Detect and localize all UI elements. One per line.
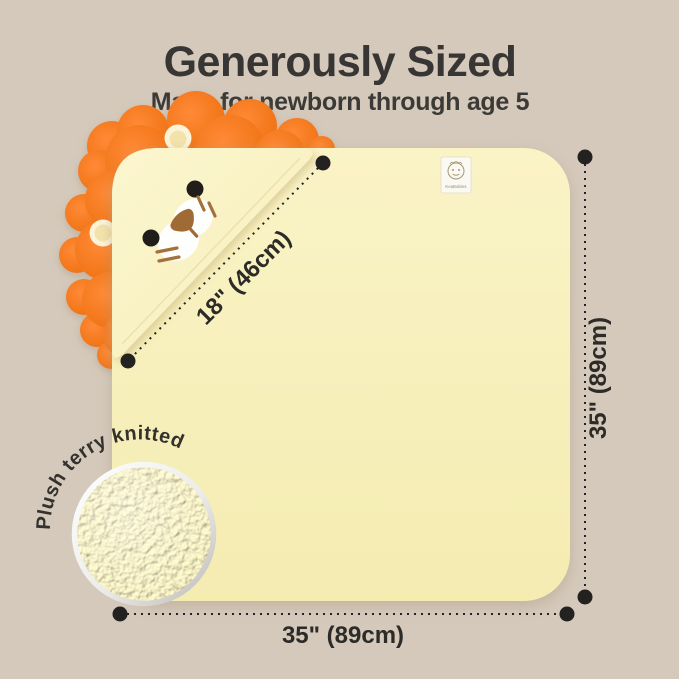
dimension-label-height: 35" (89cm)	[585, 317, 612, 439]
dimension-endpoint-dot	[577, 589, 593, 605]
dimension-label-width: 35" (89cm)	[282, 622, 404, 649]
dimension-endpoint-dot	[120, 353, 136, 369]
dimension-endpoint-dot	[559, 606, 575, 622]
dimension-endpoint-dot	[112, 606, 128, 622]
lion-eye-left	[142, 229, 160, 247]
dimension-line-diagonal	[127, 162, 324, 362]
page-title: Generously Sized	[164, 38, 517, 86]
brand-tag: KeaBabies	[440, 156, 472, 194]
lion-ear-left	[89, 219, 117, 247]
lion-ear-top	[164, 124, 192, 152]
lion-face	[142, 180, 217, 263]
dimension-width: 35" (89cm)	[112, 606, 575, 649]
lion-whiskers	[155, 195, 217, 263]
lion-hood	[112, 148, 313, 358]
dimension-endpoint-dot	[315, 155, 331, 171]
towel-body	[112, 148, 570, 601]
brand-tag-label: KeaBabies	[445, 184, 466, 189]
brand-logo-icon	[447, 161, 465, 180]
dimension-endpoint-dot	[577, 149, 593, 165]
hood-seam	[121, 157, 301, 345]
texture-swatch-highlight	[77, 467, 211, 601]
texture-swatch-rim	[71, 461, 217, 607]
lion-nose	[170, 208, 199, 238]
lion-eye-right	[186, 180, 204, 198]
dimension-height: 35" (89cm)	[577, 149, 612, 605]
